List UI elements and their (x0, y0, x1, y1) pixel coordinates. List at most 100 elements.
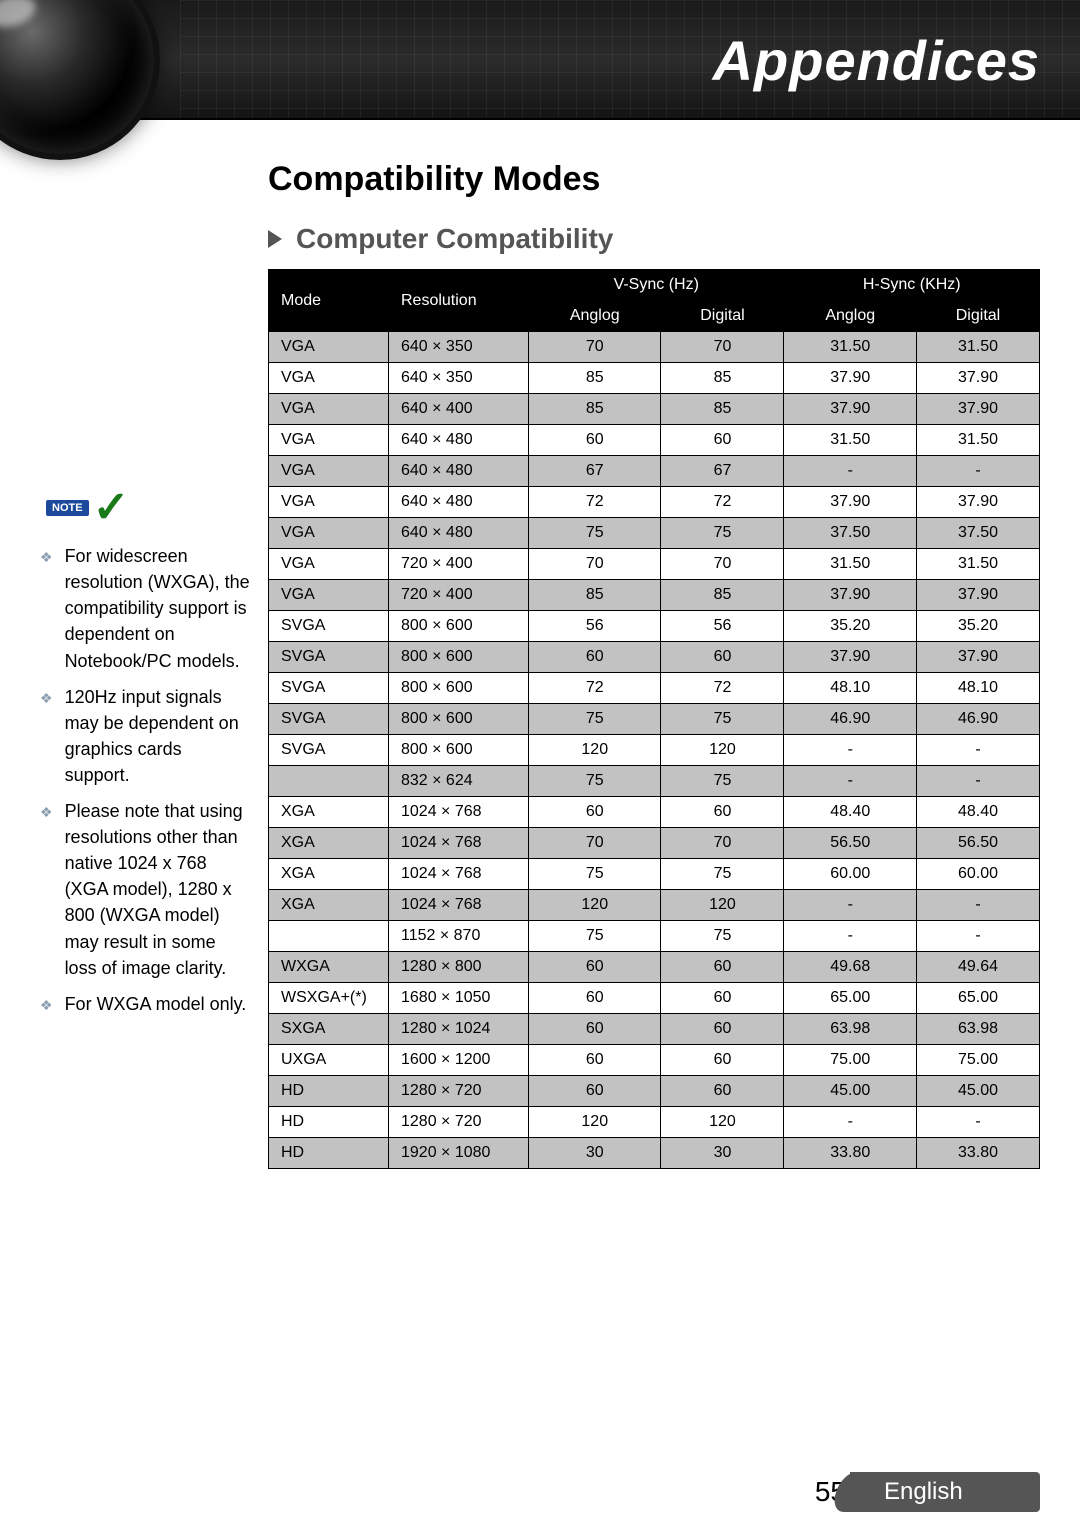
table-cell: 31.50 (784, 425, 916, 456)
table-cell: - (916, 1107, 1039, 1138)
table-cell: 60.00 (784, 859, 916, 890)
table-cell: 85 (529, 363, 661, 394)
table-row: HD1920 × 1080303033.8033.80 (269, 1138, 1040, 1169)
col-mode: Mode (269, 270, 389, 332)
table-cell: 720 × 400 (389, 549, 529, 580)
table-cell: SVGA (269, 611, 389, 642)
table-cell: 120 (661, 890, 784, 921)
table-cell: 60 (661, 797, 784, 828)
table-cell: HD (269, 1107, 389, 1138)
table-row: VGA640 × 350858537.9037.90 (269, 363, 1040, 394)
note-text: For WXGA model only. (65, 991, 247, 1017)
bullet-icon: ❖ (40, 802, 53, 981)
table-cell: 33.80 (784, 1138, 916, 1169)
table-cell: 60 (529, 1076, 661, 1107)
table-cell: 60 (661, 425, 784, 456)
table-cell (269, 921, 389, 952)
table-cell: 31.50 (916, 549, 1039, 580)
table-cell: 60 (529, 425, 661, 456)
table-cell: VGA (269, 580, 389, 611)
table-cell: 70 (661, 828, 784, 859)
note-text: Please note that using resolutions other… (65, 798, 250, 981)
table-cell: 75 (661, 921, 784, 952)
table-cell: 120 (661, 735, 784, 766)
table-cell: 60 (661, 1045, 784, 1076)
table-cell: 75 (661, 518, 784, 549)
table-cell: 33.80 (916, 1138, 1039, 1169)
table-cell: 1600 × 1200 (389, 1045, 529, 1076)
table-cell: 60 (529, 1014, 661, 1045)
table-cell: 48.40 (784, 797, 916, 828)
table-cell: 30 (661, 1138, 784, 1169)
table-cell: 70 (661, 549, 784, 580)
note-item: ❖ For widescreen resolution (WXGA), the … (40, 543, 250, 673)
table-cell: 60 (661, 983, 784, 1014)
table-cell: 640 × 350 (389, 363, 529, 394)
lens-highlight (0, 0, 39, 32)
col-vsync: V-Sync (Hz) (529, 270, 784, 301)
table-cell: 120 (529, 890, 661, 921)
table-row: XGA1024 × 768707056.5056.50 (269, 828, 1040, 859)
table-row: VGA640 × 4806767-- (269, 456, 1040, 487)
table-cell: 640 × 480 (389, 518, 529, 549)
table-cell: 70 (529, 828, 661, 859)
table-cell: XGA (269, 859, 389, 890)
table-cell: HD (269, 1138, 389, 1169)
language-badge: English (850, 1472, 1040, 1512)
bullet-icon: ❖ (40, 688, 53, 788)
table-cell: 60 (529, 797, 661, 828)
note-item: ❖ Please note that using resolutions oth… (40, 798, 250, 981)
table-cell: - (784, 1107, 916, 1138)
table-cell: 75 (661, 859, 784, 890)
table-cell: 800 × 600 (389, 611, 529, 642)
table-row: VGA720 × 400858537.9037.90 (269, 580, 1040, 611)
table-cell: 60 (661, 642, 784, 673)
table-cell: 72 (529, 673, 661, 704)
note-text: 120Hz input signals may be dependent on … (65, 684, 250, 788)
table-row: XGA1024 × 768757560.0060.00 (269, 859, 1040, 890)
table-row: VGA640 × 480606031.5031.50 (269, 425, 1040, 456)
col-hsync-digital: Digital (916, 301, 1039, 332)
table-row: VGA640 × 480757537.5037.50 (269, 518, 1040, 549)
table-cell: 60.00 (916, 859, 1039, 890)
table-cell: SVGA (269, 642, 389, 673)
table-cell: 1024 × 768 (389, 890, 529, 921)
table-cell: - (784, 456, 916, 487)
table-cell: - (916, 766, 1039, 797)
table-cell: 85 (529, 580, 661, 611)
table-cell: 31.50 (784, 549, 916, 580)
table-cell: 75 (529, 859, 661, 890)
check-icon: ✓ (93, 490, 130, 525)
table-cell: 720 × 400 (389, 580, 529, 611)
table-cell: 56.50 (916, 828, 1039, 859)
table-row: 1152 × 8707575-- (269, 921, 1040, 952)
content-column: Compatibility Modes Computer Compatibili… (268, 160, 1040, 1169)
table-row: HD1280 × 720606045.0045.00 (269, 1076, 1040, 1107)
table-body: VGA640 × 350707031.5031.50VGA640 × 35085… (269, 332, 1040, 1169)
table-cell: 67 (661, 456, 784, 487)
table-row: UXGA1600 × 1200606075.0075.00 (269, 1045, 1040, 1076)
table-row: VGA640 × 480727237.9037.90 (269, 487, 1040, 518)
table-row: SXGA1280 × 1024606063.9863.98 (269, 1014, 1040, 1045)
table-row: HD1280 × 720120120-- (269, 1107, 1040, 1138)
table-header: Mode Resolution V-Sync (Hz) H-Sync (KHz)… (269, 270, 1040, 332)
table-cell: - (784, 890, 916, 921)
table-cell: 37.90 (784, 487, 916, 518)
table-cell: 75 (529, 704, 661, 735)
table-cell: XGA (269, 828, 389, 859)
table-cell: 75 (529, 766, 661, 797)
table-cell: 1280 × 800 (389, 952, 529, 983)
table-cell: 60 (529, 1045, 661, 1076)
col-resolution: Resolution (389, 270, 529, 332)
table-cell: - (916, 456, 1039, 487)
note-badge-label: NOTE (46, 500, 89, 516)
table-cell: WXGA (269, 952, 389, 983)
table-cell: 640 × 480 (389, 487, 529, 518)
table-cell: 1280 × 1024 (389, 1014, 529, 1045)
table-cell: SVGA (269, 704, 389, 735)
table-cell: UXGA (269, 1045, 389, 1076)
table-cell: 120 (661, 1107, 784, 1138)
table-cell: 60 (661, 1076, 784, 1107)
col-hsync-analog: Anglog (784, 301, 916, 332)
table-cell: 60 (661, 1014, 784, 1045)
